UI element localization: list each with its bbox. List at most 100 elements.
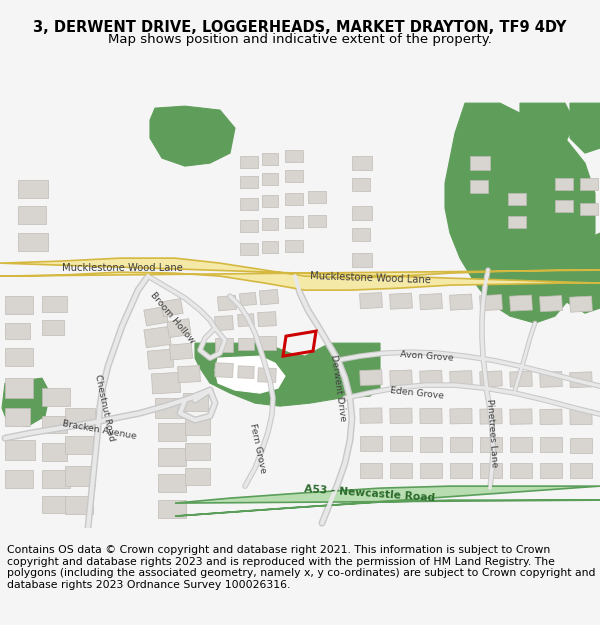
Bar	[240, 156, 258, 168]
Bar	[555, 200, 573, 212]
Bar	[5, 408, 30, 426]
Bar	[510, 437, 532, 452]
Polygon shape	[360, 408, 382, 423]
Polygon shape	[238, 314, 254, 326]
Polygon shape	[178, 366, 200, 382]
Bar	[18, 233, 48, 251]
Polygon shape	[450, 409, 472, 424]
Bar	[480, 463, 502, 478]
Polygon shape	[480, 371, 502, 387]
Bar	[65, 436, 93, 454]
Bar	[65, 496, 93, 514]
Polygon shape	[144, 326, 171, 348]
Polygon shape	[0, 258, 600, 290]
Bar	[158, 448, 186, 466]
Polygon shape	[540, 409, 562, 424]
Polygon shape	[360, 370, 382, 386]
Polygon shape	[569, 296, 592, 312]
Bar	[5, 348, 33, 366]
Bar	[360, 463, 382, 478]
Text: Avon Grove: Avon Grove	[400, 350, 454, 362]
Text: Pinetrees Lane: Pinetrees Lane	[485, 399, 499, 468]
Bar	[185, 443, 210, 460]
Polygon shape	[175, 486, 600, 516]
Polygon shape	[390, 408, 412, 424]
Text: Mucklestone Wood Lane: Mucklestone Wood Lane	[62, 263, 183, 273]
Polygon shape	[195, 343, 380, 406]
Bar	[215, 338, 233, 352]
Bar	[240, 176, 258, 188]
Bar	[155, 398, 185, 418]
Bar	[570, 438, 592, 452]
Bar	[42, 496, 67, 513]
Polygon shape	[359, 292, 382, 309]
Text: Bracken Avenue: Bracken Avenue	[62, 419, 137, 441]
Polygon shape	[167, 319, 191, 338]
Bar	[240, 198, 258, 210]
Polygon shape	[305, 343, 380, 363]
Text: 3, DERWENT DRIVE, LOGGERHEADS, MARKET DRAYTON, TF9 4DY: 3, DERWENT DRIVE, LOGGERHEADS, MARKET DR…	[34, 20, 566, 35]
Polygon shape	[239, 292, 256, 306]
Bar	[285, 216, 303, 228]
Bar	[262, 173, 278, 185]
Bar	[42, 320, 64, 335]
Bar	[285, 240, 303, 252]
Polygon shape	[217, 296, 236, 311]
Polygon shape	[570, 409, 592, 425]
Bar	[262, 153, 278, 165]
Polygon shape	[150, 106, 235, 166]
Bar	[65, 408, 95, 428]
Polygon shape	[570, 372, 592, 388]
Text: Derwent Drive: Derwent Drive	[329, 354, 347, 422]
Bar	[360, 436, 382, 451]
Bar	[450, 463, 472, 478]
Bar	[390, 436, 412, 451]
Bar	[262, 195, 278, 207]
Bar	[580, 178, 598, 190]
Polygon shape	[520, 103, 575, 143]
Bar	[285, 193, 303, 205]
Polygon shape	[144, 306, 168, 326]
Polygon shape	[540, 371, 562, 388]
Bar	[258, 336, 276, 350]
Polygon shape	[257, 312, 277, 327]
Polygon shape	[420, 408, 442, 424]
Text: Contains OS data © Crown copyright and database right 2021. This information is : Contains OS data © Crown copyright and d…	[7, 545, 596, 590]
Bar	[540, 463, 562, 478]
Bar	[18, 180, 48, 198]
Bar	[540, 438, 562, 452]
Bar	[352, 156, 372, 170]
Polygon shape	[420, 371, 442, 386]
Bar	[42, 470, 70, 488]
Bar	[352, 253, 372, 267]
Bar	[470, 156, 490, 170]
Bar	[238, 338, 254, 350]
Text: Mucklestone Wood Lane: Mucklestone Wood Lane	[310, 271, 431, 285]
Bar	[240, 220, 258, 232]
Bar	[262, 218, 278, 230]
Polygon shape	[259, 289, 278, 305]
Polygon shape	[258, 368, 276, 382]
Polygon shape	[450, 371, 472, 386]
Polygon shape	[389, 293, 412, 309]
Bar	[5, 323, 30, 339]
Polygon shape	[215, 316, 233, 331]
Bar	[508, 216, 526, 228]
Polygon shape	[161, 299, 183, 317]
Bar	[42, 443, 67, 461]
Polygon shape	[539, 296, 562, 312]
Text: Fern Grove: Fern Grove	[248, 422, 268, 474]
Bar	[42, 388, 70, 406]
Bar	[555, 178, 573, 190]
Bar	[580, 203, 598, 215]
Polygon shape	[510, 409, 532, 424]
Polygon shape	[510, 371, 532, 387]
Bar	[185, 468, 210, 485]
Bar	[510, 463, 532, 478]
Polygon shape	[480, 409, 502, 424]
Polygon shape	[419, 294, 442, 310]
Bar	[470, 180, 488, 193]
Bar	[285, 170, 303, 182]
Text: Map shows position and indicative extent of the property.: Map shows position and indicative extent…	[108, 33, 492, 46]
Bar	[285, 150, 303, 162]
